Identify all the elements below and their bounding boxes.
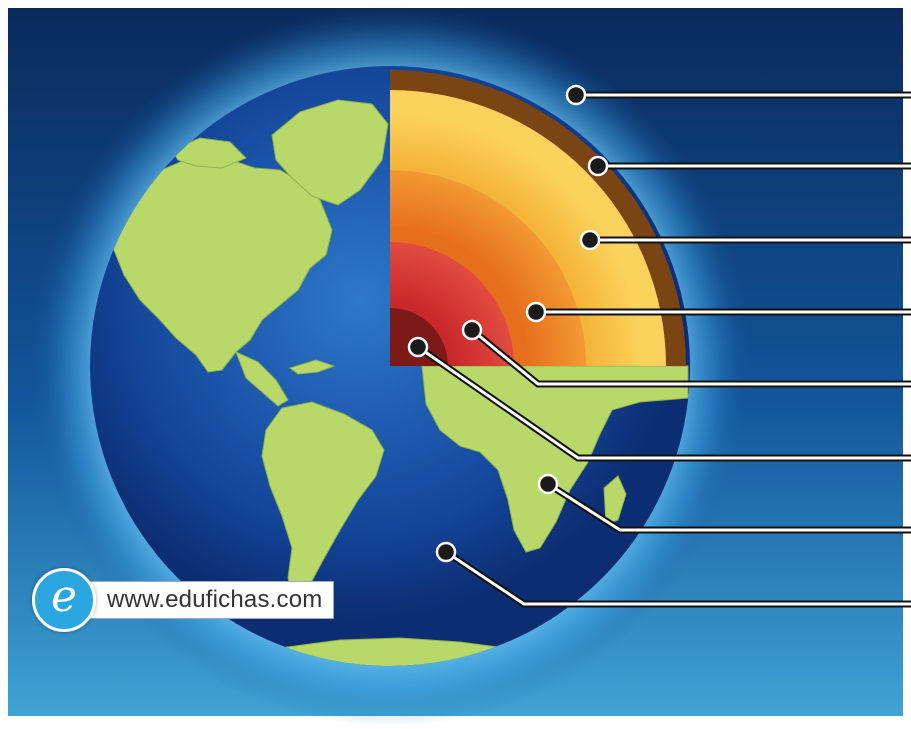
- pointer-ocean: [442, 548, 911, 608]
- logo-letter: e: [50, 571, 78, 622]
- logo-url-box: www.edufichas.com: [84, 581, 334, 619]
- pointer-dot-lower-mantle: [525, 301, 547, 323]
- edufichas-logo-icon: e: [32, 568, 96, 632]
- north-america: [111, 157, 333, 373]
- continents: [111, 99, 689, 666]
- pointer-lines: [414, 91, 911, 608]
- pointer-continent: [544, 480, 911, 534]
- pointer-dot-crust: [587, 155, 609, 177]
- cutaway-quadrant: [390, 70, 686, 366]
- pointer-dots: [407, 84, 609, 563]
- website-url[interactable]: www.edufichas.com: [107, 586, 323, 613]
- caribbean-islands: [288, 359, 336, 375]
- pointer-inner-core: [414, 343, 911, 462]
- central-america: [235, 351, 289, 407]
- antarctica: [279, 637, 521, 666]
- pointer-dot-inner-core: [407, 336, 429, 358]
- pointer-dot-outer-core: [461, 319, 483, 341]
- arctic-islands: [171, 137, 247, 169]
- pointer-outer-core: [468, 326, 911, 388]
- pointer-dot-atmosphere: [565, 84, 587, 106]
- south-america: [261, 401, 385, 601]
- edufichas-logo-badge[interactable]: e www.edufichas.com: [32, 568, 334, 632]
- pointer-dot-upper-mantle: [579, 229, 601, 251]
- greenland: [271, 99, 389, 206]
- pointer-dot-continent: [537, 473, 559, 495]
- africa: [421, 365, 689, 553]
- pointer-dot-ocean: [435, 541, 457, 563]
